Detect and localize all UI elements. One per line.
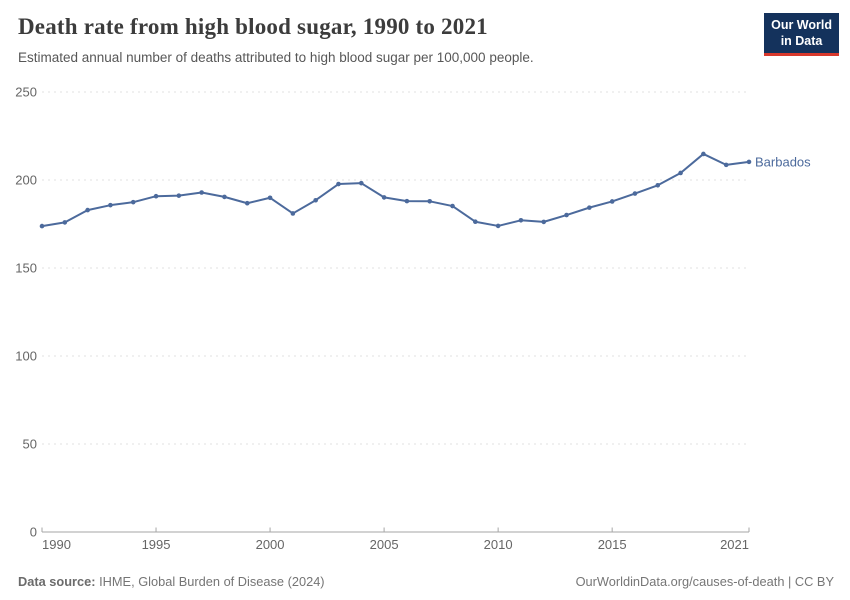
chart-title: Death rate from high blood sugar, 1990 t… — [18, 14, 488, 39]
x-axis-tick-label: 2000 — [256, 537, 285, 552]
data-point[interactable] — [222, 194, 227, 200]
data-point[interactable] — [404, 198, 410, 204]
chart-footer: Data source: IHME, Global Burden of Dise… — [18, 574, 834, 589]
data-point[interactable] — [290, 211, 296, 216]
series-label-barbados[interactable]: Barbados — [755, 154, 811, 169]
data-point[interactable] — [39, 223, 45, 229]
data-point[interactable] — [541, 219, 547, 225]
y-axis-tick-label: 0 — [30, 525, 37, 540]
data-source-note: Data source: IHME, Global Burden of Dise… — [18, 574, 325, 589]
data-point[interactable] — [632, 191, 638, 196]
data-point[interactable] — [723, 162, 729, 168]
data-point[interactable] — [176, 193, 182, 198]
x-axis-tick-label: 1990 — [42, 537, 71, 552]
owid-logo[interactable]: Our World in Data — [764, 13, 839, 57]
data-point[interactable] — [85, 207, 90, 213]
data-source-value: IHME, Global Burden of Disease (2024) — [99, 574, 325, 589]
chart-header: Death rate from high blood sugar, 1990 t… — [18, 14, 745, 67]
chart-subtitle: Estimated annual number of deaths attrib… — [18, 50, 534, 66]
data-point[interactable] — [62, 220, 68, 225]
data-point[interactable] — [381, 195, 387, 200]
data-point[interactable] — [267, 195, 273, 201]
data-point[interactable] — [427, 198, 433, 204]
data-point[interactable] — [244, 200, 250, 206]
x-axis-tick-label: 2021 — [720, 537, 749, 552]
data-point[interactable] — [564, 212, 569, 218]
y-axis-tick-label: 250 — [15, 85, 37, 100]
data-point[interactable] — [701, 151, 706, 157]
data-point[interactable] — [655, 182, 661, 188]
y-axis-tick-label: 100 — [15, 349, 37, 364]
data-point[interactable] — [450, 203, 455, 209]
data-point[interactable] — [108, 202, 113, 208]
data-point[interactable] — [130, 199, 136, 205]
data-point[interactable] — [473, 219, 478, 225]
data-point[interactable] — [587, 205, 592, 210]
data-point[interactable] — [358, 180, 364, 186]
data-point[interactable] — [518, 218, 524, 223]
data-point[interactable] — [199, 190, 204, 195]
license-credit[interactable]: OurWorldinData.org/causes-of-death | CC … — [575, 574, 834, 589]
data-source-label: Data source: — [18, 574, 96, 589]
y-axis-tick-label: 200 — [15, 173, 37, 188]
x-axis-tick-label: 2015 — [598, 537, 627, 552]
data-point[interactable] — [153, 193, 159, 199]
y-axis-tick-label: 50 — [23, 437, 37, 452]
x-axis-tick-label: 2010 — [484, 537, 513, 552]
data-point[interactable] — [495, 223, 501, 229]
data-series-line[interactable] — [41, 152, 750, 228]
data-point[interactable] — [609, 199, 615, 204]
owid-logo-line1: Our World — [771, 18, 832, 32]
data-point[interactable] — [678, 170, 683, 176]
owid-logo-line2: in Data — [780, 33, 823, 48]
y-axis-tick-label: 150 — [15, 261, 37, 276]
data-point[interactable] — [746, 159, 752, 165]
data-point[interactable] — [313, 197, 318, 203]
data-point[interactable] — [336, 181, 341, 187]
x-axis-tick-label: 1995 — [142, 537, 171, 552]
x-axis-tick-label: 2005 — [370, 537, 399, 552]
